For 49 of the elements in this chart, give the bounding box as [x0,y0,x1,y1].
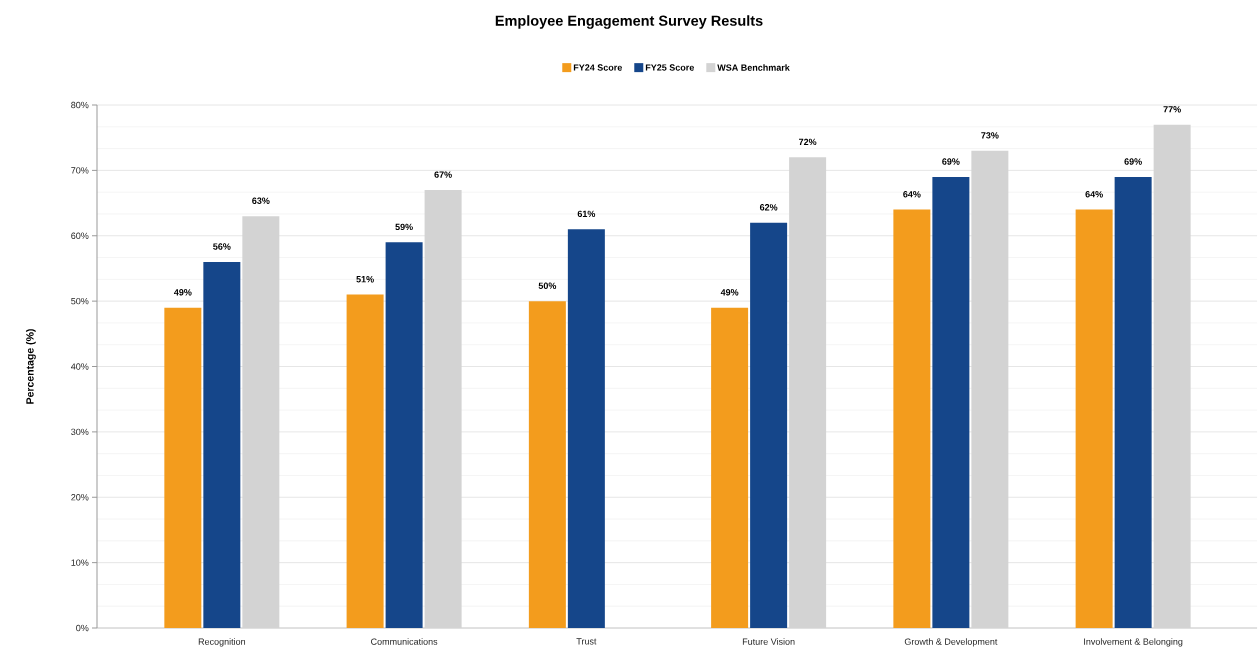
bar [1075,209,1113,629]
y-tick-label: 30% [71,428,89,436]
bar [711,307,749,629]
chart-title: Employee Engagement Survey Results [495,15,763,29]
bar [385,242,423,629]
data-label: 72% [799,138,817,146]
data-label: 69% [1124,158,1142,165]
data-label: 64% [1085,191,1103,198]
data-label: 69% [942,158,960,165]
y-tick-label: 10% [71,559,89,566]
legend-label: FY25 Score [645,64,694,71]
data-label: 73% [981,132,999,139]
y-tick-label: 20% [71,494,89,501]
bar [164,307,202,629]
x-tick-label: Communications [371,638,438,645]
bar [932,176,970,629]
data-label: 61% [577,210,596,218]
data-label: 51% [356,276,374,283]
bar [528,301,566,629]
bar [750,222,788,629]
data-label: 64% [903,191,921,198]
y-axis-title: Percentage (%) [25,329,36,404]
x-tick-label: Involvement & Belonging [1084,638,1183,647]
bar [567,229,605,629]
x-tick-label: Growth & Development [904,638,998,647]
bar [346,294,384,629]
data-label: 77% [1163,106,1181,113]
bar [893,209,931,629]
x-tick-label: Trust [576,638,597,645]
y-tick-label: 60% [71,232,89,239]
y-tick-label: 70% [71,167,89,174]
y-tick-label: 40% [70,363,89,370]
data-label: 59% [395,223,413,231]
x-tick-label: Recognition [198,638,246,647]
data-label: 49% [173,289,192,296]
data-label: 62% [759,204,778,211]
data-label: 56% [213,243,231,250]
bar [203,261,241,629]
data-label: 67% [434,171,452,178]
data-label: 50% [538,282,557,289]
data-label: 49% [720,289,739,296]
y-tick-label: 0% [76,624,89,632]
data-label: 63% [252,197,270,204]
y-tick-label: 50% [71,297,89,305]
bar [1114,176,1152,629]
legend-label: FY24 Score [573,64,622,71]
x-tick-label: Future Vision [742,638,795,645]
legend-label: WSA Benchmark [717,64,790,71]
y-tick-label: 80% [71,101,89,109]
